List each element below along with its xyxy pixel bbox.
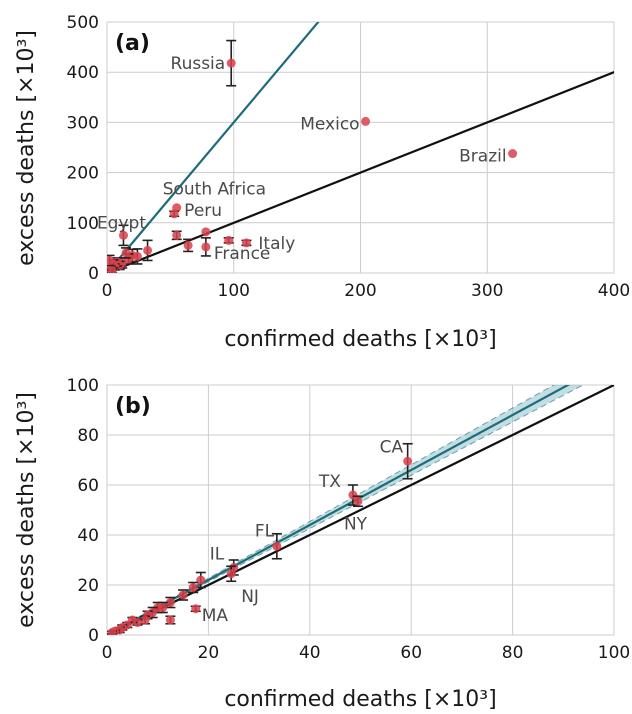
x-tick-label: 80 <box>502 643 524 663</box>
panel-label: (a) <box>115 31 150 56</box>
y-tick-label: 500 <box>67 13 99 33</box>
point-label: Peru <box>184 201 222 221</box>
point-label: FL <box>255 521 275 541</box>
data-point-peru <box>169 209 179 219</box>
data-point <box>143 245 153 255</box>
data-point-ca <box>403 456 413 466</box>
data-point <box>165 598 175 607</box>
panel-a: 0 100 200 300 400 0 100 200 300 400 500 confirmed d… <box>14 13 630 352</box>
data-point <box>172 230 182 240</box>
data-point-egypt <box>118 230 128 240</box>
data-point <box>183 240 193 250</box>
data-point <box>107 255 115 265</box>
y-tick-label: 200 <box>67 164 99 184</box>
x-tick-label: 100 <box>218 281 250 301</box>
x-tick-label: 200 <box>344 281 376 301</box>
point-label: MA <box>202 606 229 626</box>
identity-line <box>107 385 614 635</box>
plot-frame <box>106 384 615 636</box>
y-tick-label: 400 <box>67 63 99 83</box>
y-tick-label: 0 <box>88 626 99 646</box>
point-label: IL <box>210 545 225 565</box>
data-point <box>165 615 175 625</box>
data-point-france <box>201 242 211 252</box>
data-point <box>178 590 188 600</box>
panel-b: 0 20 40 60 80 100 0 20 40 60 80 100 confirmed deaths… <box>14 376 630 712</box>
data-point-fl <box>272 541 282 551</box>
plot-frame <box>106 21 615 274</box>
data-point-mexico <box>361 116 371 126</box>
point-label: TX <box>318 472 341 492</box>
y-tick-label: 80 <box>77 426 99 446</box>
x-tick-label: 0 <box>102 643 113 663</box>
data-point <box>201 227 211 237</box>
data-point <box>121 248 131 258</box>
x-tick-label: 40 <box>299 643 321 663</box>
data-point-brazil <box>508 149 518 159</box>
x-tick-label: 300 <box>471 281 503 301</box>
point-label: Egypt <box>97 213 146 233</box>
data-point-ny <box>353 496 363 506</box>
data-point-nj <box>226 569 236 579</box>
x-axis-label: confirmed deaths [×10³] <box>224 687 496 712</box>
x-tick-label: 100 <box>598 643 630 663</box>
point-label: France <box>214 244 271 264</box>
data-point-russia <box>226 58 236 68</box>
y-tick-label: 100 <box>67 214 99 234</box>
fit-line <box>107 22 320 273</box>
y-tick-label: 0 <box>88 264 99 284</box>
x-tick-label: 60 <box>400 643 422 663</box>
data-point-italy <box>241 238 251 248</box>
fit-line <box>107 385 571 635</box>
y-tick-label: 100 <box>67 376 99 396</box>
fit-band-edge <box>107 385 585 635</box>
fit-confidence-band <box>107 385 584 635</box>
panel-label: (b) <box>115 394 151 419</box>
data-point <box>107 628 117 635</box>
y-tick-label: 60 <box>77 476 99 496</box>
x-tick-label: 20 <box>198 643 220 663</box>
data-point <box>140 615 150 625</box>
data-point <box>196 575 206 585</box>
point-label: CA <box>380 437 404 457</box>
identity-line <box>107 71 614 273</box>
plot-area <box>107 385 614 635</box>
point-label: Brazil <box>459 147 506 167</box>
data-point <box>188 583 198 592</box>
point-label: NJ <box>241 587 259 607</box>
y-tick-label: 20 <box>77 576 99 596</box>
data-point-ma <box>191 604 201 614</box>
point-label: NY <box>344 514 368 534</box>
fit-band-edge <box>107 385 555 635</box>
data-point <box>224 235 234 245</box>
x-tick-label: 0 <box>102 281 113 301</box>
data-point-tx <box>348 490 358 500</box>
x-axis-label: confirmed deaths [×10³] <box>224 327 496 352</box>
y-tick-label: 40 <box>77 526 99 546</box>
point-label: Mexico <box>300 114 359 134</box>
y-axis-label: excess deaths [×10³] <box>14 392 39 628</box>
plot-area <box>107 22 614 273</box>
data-point <box>107 266 117 273</box>
point-label: Italy <box>258 234 295 254</box>
point-label: South Africa <box>163 180 266 200</box>
y-axis-label: excess deaths [×10³] <box>14 30 39 266</box>
x-tick-label: 400 <box>598 281 630 301</box>
y-tick-label: 300 <box>67 113 99 133</box>
point-label: Russia <box>171 54 226 74</box>
